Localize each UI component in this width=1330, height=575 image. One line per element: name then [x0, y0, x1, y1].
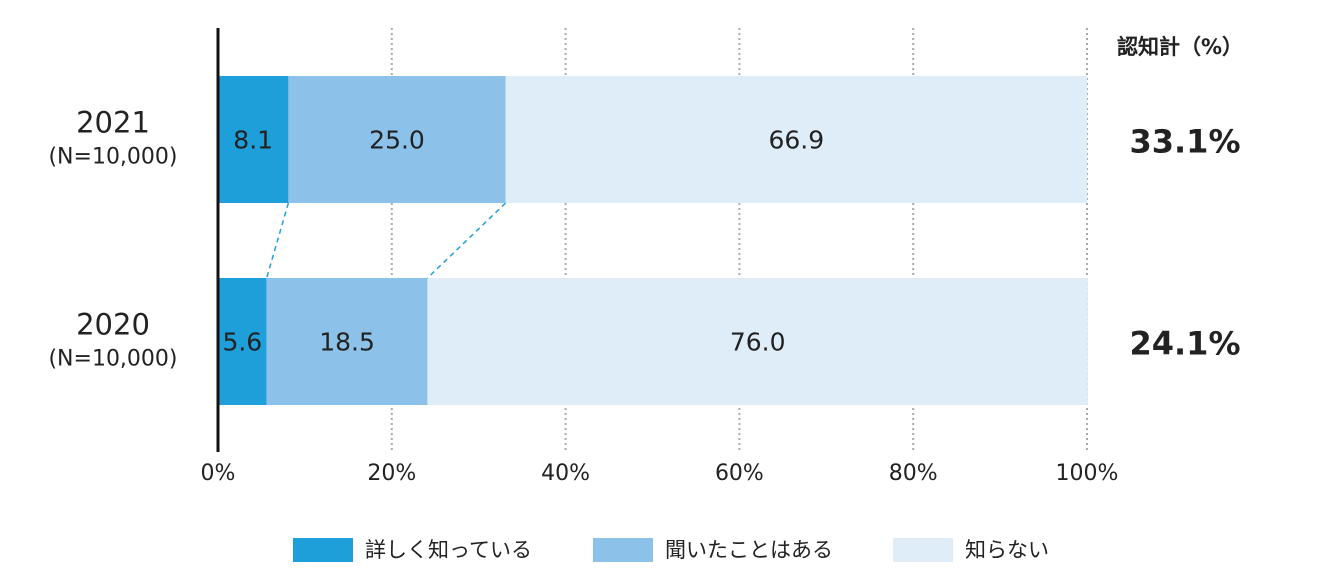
data-label: 5.6 — [222, 328, 262, 357]
x-tick-label: 60% — [715, 461, 764, 486]
bar-segment — [427, 278, 1088, 405]
data-label: 25.0 — [369, 126, 425, 155]
legend-label: 知らない — [965, 538, 1049, 562]
legend-label: 聞いたことはある — [665, 538, 833, 562]
category-label: 2021 — [76, 106, 150, 140]
bar-segment — [218, 278, 267, 405]
data-label: 66.9 — [768, 126, 824, 155]
x-tick-label: 80% — [889, 461, 938, 486]
category-label: 2020 — [76, 308, 150, 342]
legend-swatch — [593, 538, 653, 562]
bar-segment — [288, 76, 506, 203]
data-label: 76.0 — [730, 328, 786, 357]
x-tick-label: 40% — [541, 461, 590, 486]
bar-segment — [505, 76, 1087, 203]
x-tick-label: 0% — [201, 461, 236, 486]
data-label: 18.5 — [319, 328, 375, 357]
bar-segment — [266, 278, 428, 405]
bar-segment — [218, 76, 289, 203]
total-label: 24.1% — [1129, 325, 1240, 363]
legend-swatch — [293, 538, 353, 562]
connector — [265, 202, 290, 279]
category-sublabel: (N=10,000) — [48, 145, 177, 170]
data-label: 8.1 — [233, 126, 273, 155]
legend-label: 詳しく知っている — [365, 538, 532, 562]
connector — [426, 202, 507, 279]
x-tick-label: 20% — [367, 461, 416, 486]
category-sublabel: (N=10,000) — [48, 347, 177, 372]
total-label: 33.1% — [1129, 123, 1240, 161]
x-tick-label: 100% — [1056, 461, 1119, 486]
legend-swatch — [893, 538, 953, 562]
totals-title: 認知計（%） — [1117, 35, 1243, 59]
